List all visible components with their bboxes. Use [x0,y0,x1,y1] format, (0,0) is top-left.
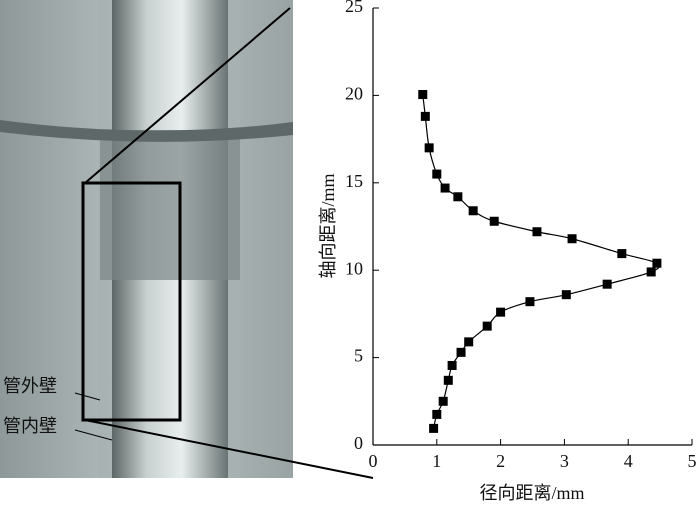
marker [456,347,466,357]
marker [652,258,662,268]
x-tick-label: 3 [560,451,569,471]
marker [429,423,439,433]
photo-label: 管内壁 [3,416,57,436]
marker [561,290,571,300]
marker [447,360,457,370]
zoom-box [81,181,182,422]
marker [496,307,506,317]
photo-label: 管外壁 [3,376,57,396]
leader-line [74,429,113,441]
x-tick-label: 5 [688,451,697,471]
y-tick-label: 25 [345,0,363,16]
marker [525,297,535,307]
marker [567,234,577,244]
marker [617,249,627,259]
zoom-line [84,7,291,184]
marker [432,409,442,419]
y-tick-label: 0 [354,433,363,453]
marker [489,216,499,226]
marker [453,192,463,202]
marker [602,279,612,289]
x-axis-label: 径向距离/mm [479,483,584,503]
marker [438,396,448,406]
zoom-line [84,419,374,479]
marker [418,90,428,100]
y-tick-label: 20 [345,84,363,104]
marker [443,375,453,385]
photo: 管外壁 管内壁 [0,0,374,479]
marker [482,321,492,331]
x-tick-label: 0 [369,451,378,471]
marker [646,267,656,277]
y-tick-label: 5 [354,346,363,366]
leader-line [74,392,101,401]
y-tick-label: 15 [345,171,363,191]
marker [420,111,430,121]
marker [532,227,542,237]
curve [422,94,661,429]
marker [424,143,434,153]
x-tick-label: 1 [432,451,441,471]
x-tick-label: 4 [624,451,633,471]
marker [468,206,478,216]
marker [440,183,450,193]
marker [464,337,474,347]
marker [432,169,442,179]
bubble-zone [100,130,240,280]
x-tick-label: 2 [496,451,505,471]
y-axis-label: 轴向距离/mm [318,173,338,278]
y-tick-label: 10 [345,258,363,278]
